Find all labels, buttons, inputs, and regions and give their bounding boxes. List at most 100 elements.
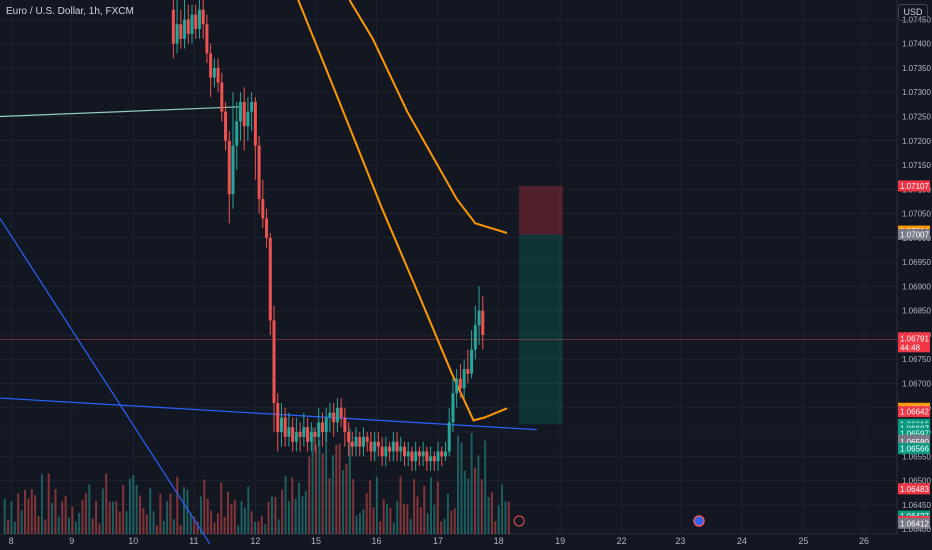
volume-bar [125,511,128,534]
price-tag-label: 1.06597 [900,430,929,439]
candle-body [447,422,451,452]
candle-body [205,24,209,54]
volume-bar [203,479,206,534]
currency-button[interactable]: USD [898,4,928,21]
price-tag-label: 1.06580 [900,438,929,447]
volume-bar [81,500,84,534]
candle-body [395,441,399,452]
volume-bar [365,493,368,534]
price-tag-bg [898,428,930,440]
volume-bar [392,522,395,534]
volume-bar [7,519,10,534]
volume-bar [467,478,470,534]
candle-body [343,417,347,433]
candle-body [417,451,421,457]
x-tick-label: 24 [737,536,747,546]
candle-body [402,446,406,457]
candle-body [358,436,362,447]
volume-bar [88,484,91,534]
candle-body [376,441,380,447]
volume-bar [460,442,463,534]
volume-bar [440,521,443,534]
volume-bar [216,513,219,534]
candle-body [306,427,310,442]
candle-body [294,432,298,442]
volume-bar [369,480,372,534]
candle-body [466,368,470,374]
candle-body [473,325,477,350]
y-tick-label: 1.07250 [902,113,931,122]
lightning-event-icon[interactable] [513,515,525,527]
volume-bar [64,495,67,534]
candle-body [246,111,250,127]
volume-bar [318,439,321,534]
volume-bar [308,456,311,534]
candle-body [425,451,429,462]
candle-body [440,451,444,457]
volume-bar [399,476,402,534]
volume-bar [257,521,260,534]
volume-bar [270,496,273,534]
volume-bar [176,476,179,534]
y-tick-label: 1.06450 [902,501,931,510]
volume-bar [27,498,30,534]
volume-bar [325,432,328,534]
volume-bar [430,477,433,534]
candle-body [350,441,354,447]
candle-body [309,432,313,442]
candle-body [212,67,216,78]
volume-bar [20,510,23,534]
candle-body [369,441,373,452]
volume-bar [426,513,429,534]
volume-bar [247,486,250,534]
moving-average-line [348,0,508,234]
candle-body [183,19,187,39]
candle-body [455,378,459,394]
volume-bar [348,428,351,534]
volume-bar [206,498,209,534]
candle-body [231,145,235,195]
candle-body [339,407,343,418]
candle-body [328,412,332,418]
volume-bar [166,500,169,534]
candle-body [432,456,436,462]
volume-bar [145,514,148,534]
volume-bar [84,492,87,534]
volume-bar [233,499,236,534]
volume-bar [335,444,338,534]
trendline [0,218,211,545]
volume-bar [480,479,483,534]
candle-body [201,9,205,25]
volume-bar [301,496,304,534]
x-tick-label: 16 [372,536,382,546]
volume-bar [47,473,50,534]
volume-bar [406,504,409,534]
y-tick-label: 1.07300 [902,88,931,97]
volume-bar [291,477,294,534]
price-tag-label: 1.07007 [900,230,929,239]
volume-bar [240,501,243,534]
volume-bar [179,524,182,534]
volume-bar [507,501,510,534]
y-tick-label: 1.07450 [902,15,931,24]
candle-body [265,218,269,238]
volume-bar [450,510,453,534]
candle-body [324,417,328,433]
candle-body [298,432,302,437]
economic-event-icon[interactable] [693,515,705,527]
volume-bar [314,445,317,534]
volume-bar [446,493,449,534]
volume-bar [260,515,263,534]
volume-bar [433,504,436,534]
candle-body [436,451,440,462]
volume-bar [54,489,57,534]
candle-body [261,199,265,219]
moving-average-line [297,0,508,422]
candle-body [470,349,474,374]
y-tick-label: 1.06750 [902,355,931,364]
current-price-countdown: 44:48 [900,343,921,352]
volume-bar [274,496,277,534]
volume-bar [105,473,108,534]
candle-body [272,320,276,403]
